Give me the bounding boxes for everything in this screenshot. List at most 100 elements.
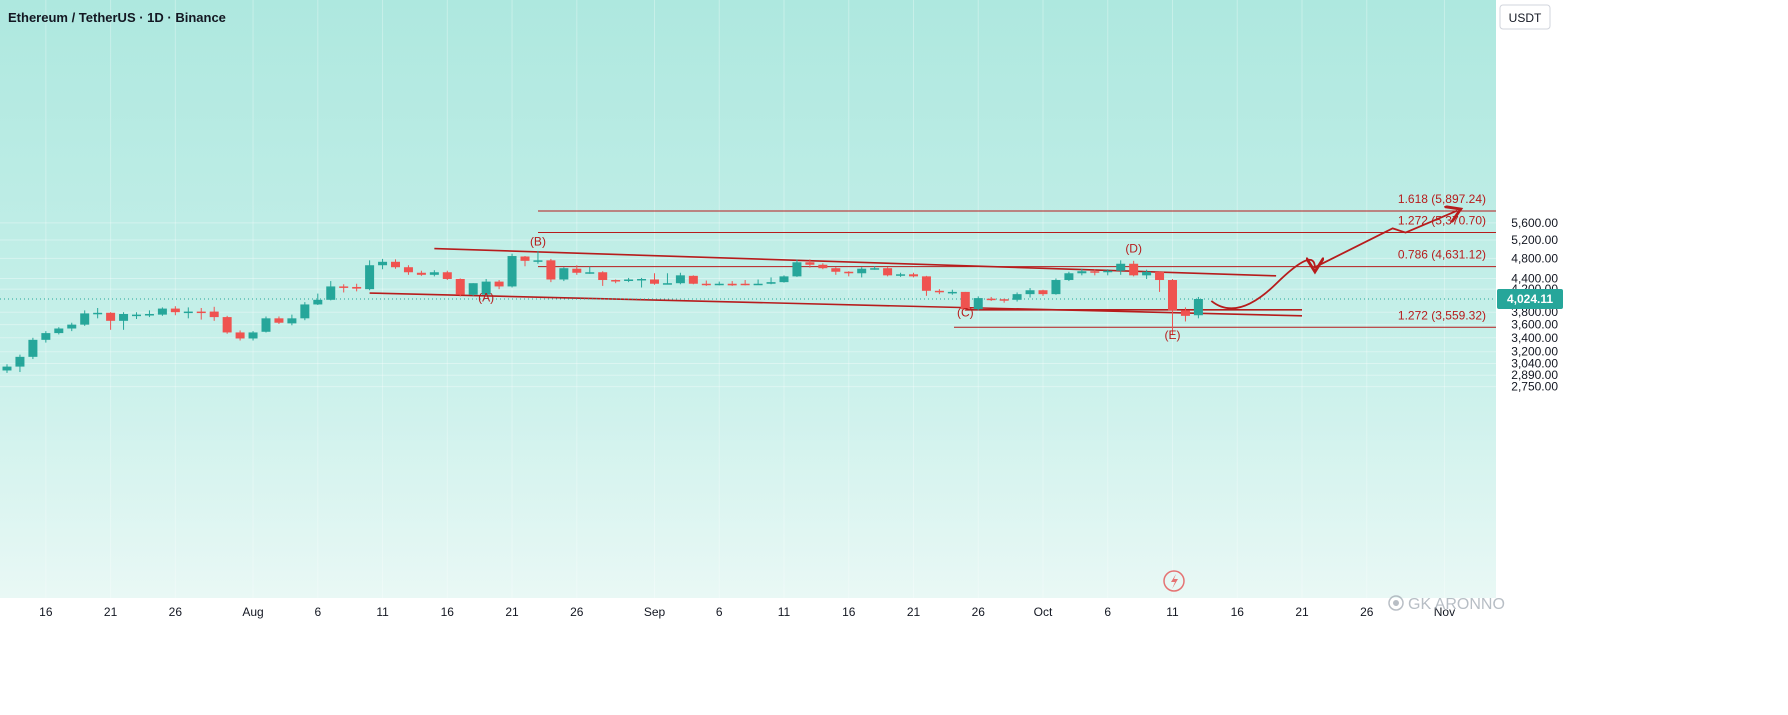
- candle-up: [662, 283, 672, 285]
- candle-up: [326, 286, 336, 300]
- candle-down: [1129, 263, 1139, 276]
- projection-zigzag: [1314, 211, 1457, 269]
- candle-down: [921, 276, 931, 291]
- x-tick-label: 16: [39, 605, 53, 619]
- price-axis[interactable]: 2,750.002,890.003,040.003,200.003,400.00…: [1497, 216, 1563, 394]
- candle-down: [960, 291, 970, 310]
- x-tick-label: 11: [1166, 605, 1179, 619]
- candle-up: [714, 283, 724, 286]
- candle-up: [28, 339, 38, 357]
- candle-down: [883, 268, 893, 276]
- candle-down: [1038, 290, 1048, 295]
- candle-down: [403, 267, 413, 273]
- time-axis[interactable]: 16 21 26 Aug 6 11 16 21 26 Sep 6 11 16 21 26 Oct 6 11 16 21…: [39, 605, 1455, 619]
- candle-up: [2, 366, 12, 371]
- candle-up: [896, 274, 906, 276]
- fib-level-label: 1.272 (5,370.70): [1398, 214, 1486, 228]
- candle-down: [1090, 271, 1100, 273]
- x-tick-label: 21: [104, 605, 118, 619]
- currency-unit-box[interactable]: [1499, 4, 1551, 30]
- x-tick-label: 21: [907, 605, 921, 619]
- candle-down: [688, 275, 698, 284]
- candle-up: [675, 275, 685, 284]
- candle-up: [54, 328, 64, 334]
- wave-label: (C): [957, 305, 974, 319]
- x-tick-label: 11: [778, 605, 791, 619]
- candle-up: [1064, 273, 1074, 281]
- candle-down: [520, 256, 530, 261]
- y-tick-label: 4,800.00: [1511, 251, 1558, 265]
- x-tick-label: 6: [314, 605, 321, 619]
- wave-label: (D): [1125, 241, 1142, 255]
- candle-down: [909, 274, 918, 277]
- y-tick-label: 5,200.00: [1511, 233, 1558, 247]
- candle-down: [740, 283, 750, 286]
- candle-up: [1193, 299, 1203, 316]
- candle-up: [1012, 294, 1022, 300]
- candle-up: [313, 299, 323, 305]
- candle-up: [779, 276, 789, 283]
- candle-down: [650, 279, 659, 284]
- candle-up: [624, 279, 634, 281]
- candles-layer: [2, 250, 1203, 373]
- candle-down: [274, 318, 284, 323]
- x-tick-label: 16: [441, 605, 455, 619]
- candle-up: [365, 265, 375, 290]
- candle-down: [934, 290, 944, 293]
- candle-up: [753, 283, 763, 286]
- fib-level-label: 1.272 (3,559.32): [1398, 308, 1486, 322]
- candle-down: [844, 271, 854, 274]
- candle-up: [132, 314, 141, 317]
- candle-up: [300, 304, 310, 319]
- candle-down: [818, 264, 828, 269]
- candle-up: [287, 318, 297, 324]
- candle-up: [119, 314, 129, 321]
- y-tick-label: 5,600.00: [1511, 216, 1558, 230]
- candle-up: [144, 314, 154, 316]
- projection-curve: [1210, 260, 1315, 310]
- candle-down: [235, 332, 245, 339]
- candle-up: [533, 260, 543, 262]
- fib-level-label: 1.618 (5,897.24): [1398, 192, 1486, 206]
- candle-down: [222, 317, 232, 333]
- candle-down: [391, 261, 400, 268]
- chart-title: Ethereum / TetherUS · 1D · Binance: [8, 10, 226, 25]
- x-tick-label: Oct: [1034, 605, 1053, 619]
- x-tick-label: Sep: [644, 605, 666, 619]
- candle-down: [986, 298, 996, 301]
- candle-down: [352, 286, 362, 289]
- x-tick-label: Aug: [242, 605, 263, 619]
- candle-up: [15, 356, 25, 367]
- currency-unit-label: USDT: [1509, 11, 1542, 25]
- watermark-text: GK ARONNO: [1408, 596, 1505, 613]
- candle-down: [196, 311, 206, 314]
- candle-up: [183, 311, 193, 314]
- fib-level-label: 0.786 (4,631.12): [1398, 248, 1486, 262]
- candle-down: [170, 308, 180, 313]
- candle-up: [857, 268, 867, 274]
- candle-down: [999, 299, 1009, 301]
- candle-down: [611, 280, 621, 282]
- candle-down: [494, 281, 504, 287]
- x-tick-label: 11: [376, 605, 389, 619]
- candle-down: [1180, 310, 1190, 316]
- x-tick-label: Nov: [1434, 605, 1455, 619]
- candle-up: [870, 268, 880, 270]
- alert-icon[interactable]: [1163, 570, 1185, 592]
- candle-up: [157, 308, 167, 315]
- current-price-tag: [1497, 289, 1563, 309]
- candle-up: [947, 291, 957, 294]
- price-axis-panel: [1496, 0, 1568, 627]
- candle-down: [442, 272, 452, 279]
- candle-up: [507, 256, 517, 287]
- candle-up: [1077, 271, 1087, 274]
- candle-down: [339, 286, 349, 288]
- x-tick-label: 16: [1231, 605, 1245, 619]
- wave-label: (A): [478, 291, 494, 305]
- candle-up: [1142, 271, 1152, 276]
- watermark: GK ARONNO: [1388, 595, 1505, 613]
- candle-down: [1168, 280, 1177, 311]
- channel-line: [369, 292, 1303, 317]
- candle-up: [973, 298, 983, 310]
- wave-label: (E): [1165, 328, 1181, 342]
